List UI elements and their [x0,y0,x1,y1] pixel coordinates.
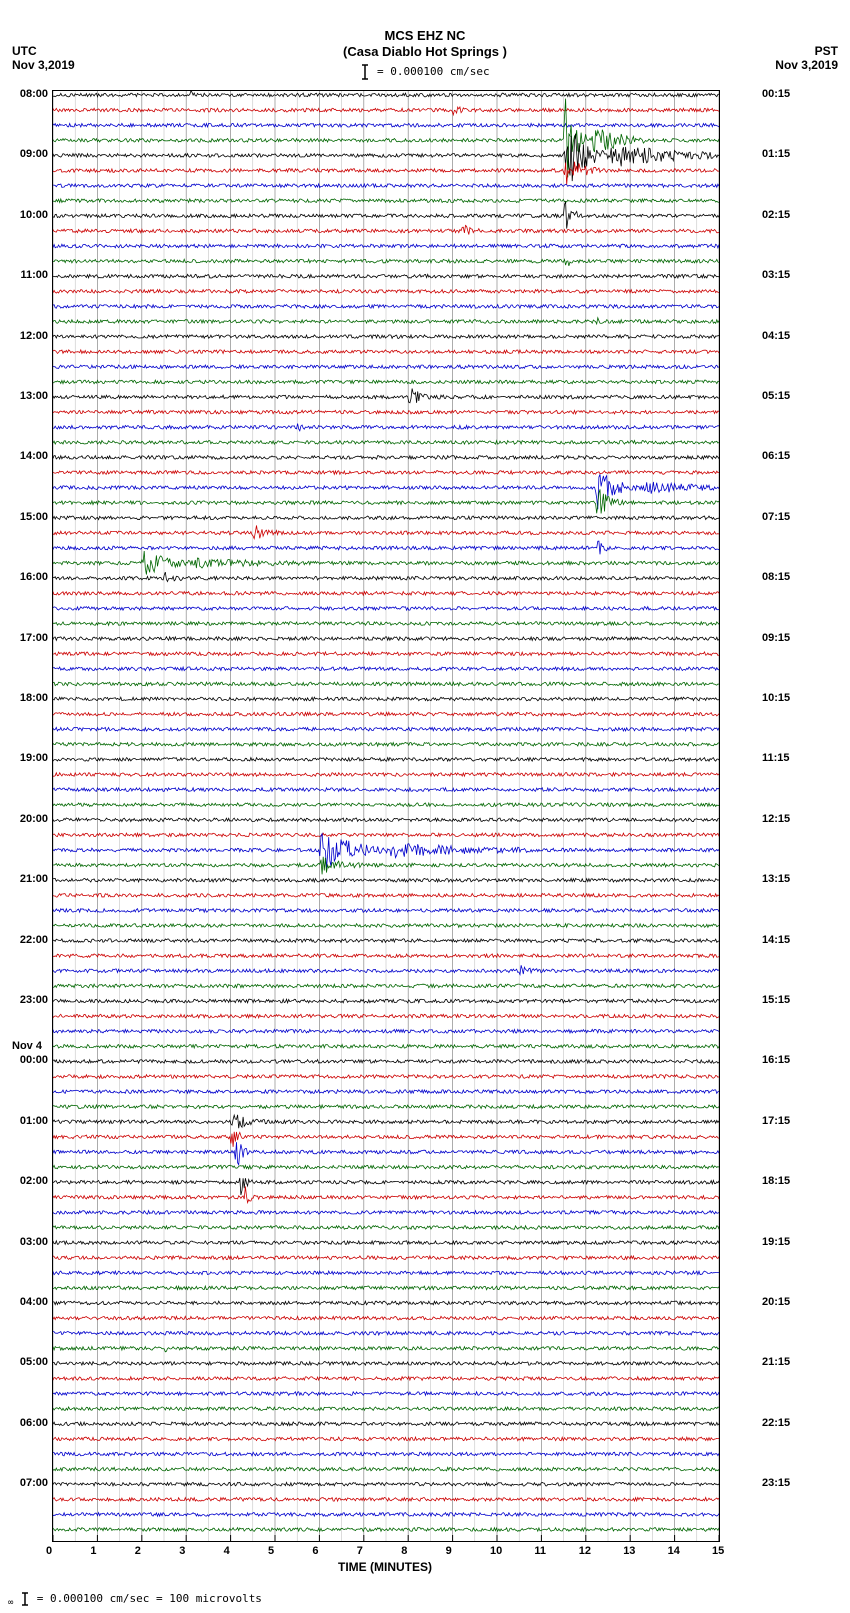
hour-label-pst: 01:15 [762,148,798,160]
xaxis-tick-label: 0 [46,1545,52,1557]
hour-label-utc: 04:00 [12,1296,48,1308]
hour-label-pst: 07:15 [762,511,798,523]
seismogram-plot [52,90,720,1542]
xaxis-tick-label: 4 [224,1545,230,1557]
hour-label-utc: 13:00 [12,390,48,402]
tz-left-label: UTC [12,44,37,58]
footer-text: = 0.000100 cm/sec = 100 microvolts [37,1592,262,1605]
xaxis-tick-label: 13 [623,1545,635,1557]
tz-right-label: PST [815,44,838,58]
hour-label-pst: 21:15 [762,1356,798,1368]
hour-label-pst: 14:15 [762,934,798,946]
hour-label-pst: 08:15 [762,571,798,583]
hour-label-pst: 03:15 [762,269,798,281]
hour-label-pst: 18:15 [762,1175,798,1187]
hour-label-pst: 12:15 [762,813,798,825]
hour-label-utc: 10:00 [12,209,48,221]
hour-label-utc: 15:00 [12,511,48,523]
xaxis-tick-label: 9 [446,1545,452,1557]
hour-label-pst: 06:15 [762,450,798,462]
hour-label-utc: 22:00 [12,934,48,946]
xaxis-tick-label: 7 [357,1545,363,1557]
hour-label-utc: 14:00 [12,450,48,462]
traces-svg [53,91,719,1541]
hour-label-pst: 04:15 [762,330,798,342]
hour-label-pst: 23:15 [762,1477,798,1489]
hour-label-utc: 17:00 [12,632,48,644]
xaxis-tick-label: 12 [579,1545,591,1557]
hour-label-pst: 19:15 [762,1236,798,1248]
date-left-label: Nov 3,2019 [12,58,75,72]
hour-label-utc: 21:00 [12,873,48,885]
scale-text: = 0.000100 cm/sec [377,65,490,78]
footer-scale: ∞ = 0.000100 cm/sec = 100 microvolts [8,1592,262,1608]
hour-label-pst: 16:15 [762,1054,798,1066]
hour-label-pst: 13:15 [762,873,798,885]
hour-label-utc: 19:00 [12,752,48,764]
hour-label-pst: 09:15 [762,632,798,644]
hour-label-utc: 06:00 [12,1417,48,1429]
xaxis-title: TIME (MINUTES) [0,1560,770,1574]
xaxis-tick-label: 2 [135,1545,141,1557]
scale-indicator: = 0.000100 cm/sec [0,64,850,80]
seismogram-container: MCS EHZ NC (Casa Diablo Hot Springs ) = … [0,0,850,1613]
hour-label-utc: 12:00 [12,330,48,342]
hour-label-pst: 11:15 [762,752,798,764]
hour-label-pst: 10:15 [762,692,798,704]
hour-label-pst: 20:15 [762,1296,798,1308]
hour-label-utc: 20:00 [12,813,48,825]
xaxis-tick-label: 3 [179,1545,185,1557]
hour-label-pst: 02:15 [762,209,798,221]
station-subtitle: (Casa Diablo Hot Springs ) [0,44,850,59]
xaxis-tick-label: 1 [90,1545,96,1557]
hour-label-utc: 02:00 [12,1175,48,1187]
hour-label-utc: 01:00 [12,1115,48,1127]
xaxis-tick-label: 8 [401,1545,407,1557]
hour-label-pst: 22:15 [762,1417,798,1429]
xaxis-tick-label: 10 [490,1545,502,1557]
hour-label-pst: 05:15 [762,390,798,402]
hour-label-utc: 03:00 [12,1236,48,1248]
hour-label-utc: 09:00 [12,148,48,160]
hour-label-utc: 08:00 [12,88,48,100]
hour-label-pst: 17:15 [762,1115,798,1127]
xaxis-tick-label: 5 [268,1545,274,1557]
hour-label-pst: 15:15 [762,994,798,1006]
hour-label-utc: 05:00 [12,1356,48,1368]
station-title: MCS EHZ NC [0,28,850,43]
xaxis-tick-label: 6 [312,1545,318,1557]
hour-label-utc: 11:00 [12,269,48,281]
xaxis-tick-label: 14 [668,1545,680,1557]
hour-label-utc: 00:00 [12,1054,48,1066]
hour-label-pst: 00:15 [762,88,798,100]
hour-label-utc: 23:00 [12,994,48,1006]
hour-label-utc: 18:00 [12,692,48,704]
hour-label-utc: 16:00 [12,571,48,583]
xaxis-tick-label: 11 [534,1545,546,1557]
date-right-label: Nov 3,2019 [775,58,838,72]
xaxis-tick-label: 15 [712,1545,724,1557]
hour-label-utc: 07:00 [12,1477,48,1489]
date2-left: Nov 4 [12,1040,42,1052]
